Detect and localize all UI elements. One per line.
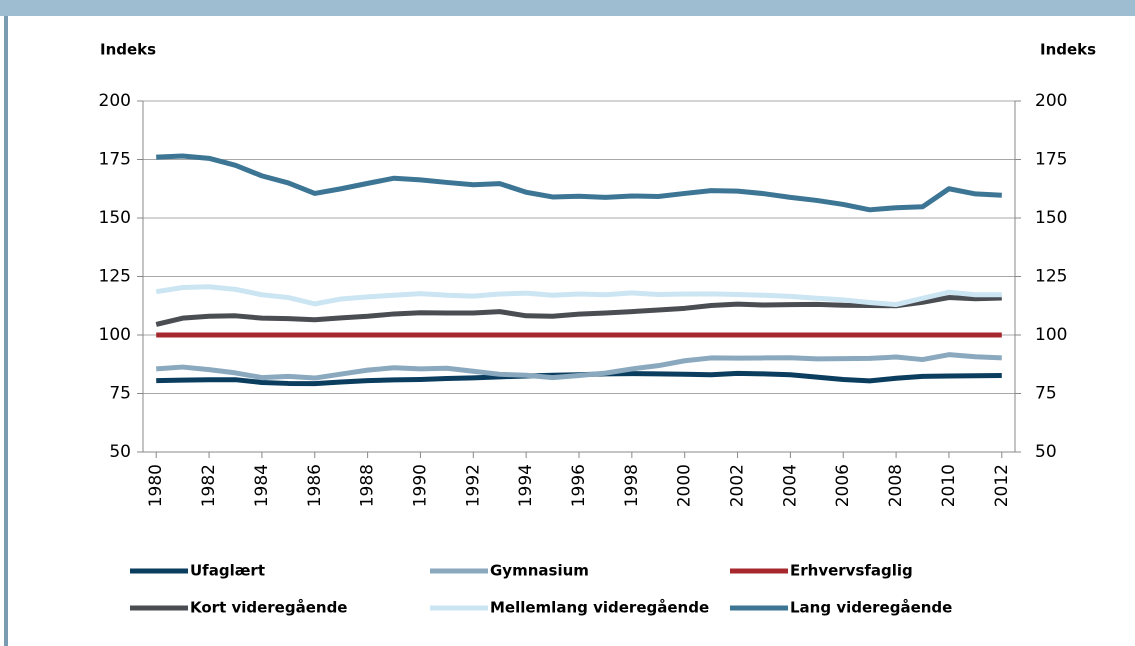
y-tick-label: 175 <box>99 150 131 170</box>
x-tick-label: 2004 <box>780 464 800 507</box>
y2-axis-label: Indeks <box>1040 41 1096 59</box>
x-tick-label: 2000 <box>675 464 695 507</box>
x-tick-label: 2006 <box>833 464 853 507</box>
x-tick-label: 1984 <box>252 464 272 507</box>
x-tick-label: 2002 <box>728 464 748 507</box>
legend-label: Mellemlang videregående <box>490 599 709 617</box>
side-stripe <box>4 16 8 646</box>
x-tick-label: 2012 <box>992 464 1012 507</box>
y-tick-label: 125 <box>99 267 131 287</box>
x-tick-label: 1994 <box>516 464 536 507</box>
legend-label: Kort videregående <box>190 599 347 617</box>
legend-label: Lang videregående <box>790 599 952 617</box>
header-band <box>0 0 1135 16</box>
y-axis-label: Indeks <box>100 41 156 59</box>
legend-label: Erhvervsfaglig <box>790 562 913 580</box>
series-line <box>155 284 1002 308</box>
x-tick-label: 1990 <box>410 464 430 507</box>
y-tick-label: 50 <box>109 442 131 462</box>
x-tick-label: 1980 <box>146 464 166 507</box>
series-line <box>156 153 1002 213</box>
y2-tick-label: 150 <box>1035 208 1067 228</box>
x-tick-label: 2010 <box>939 464 959 507</box>
x-tick-label: 1988 <box>358 464 378 507</box>
y2-tick-label: 200 <box>1035 91 1067 111</box>
y2-tick-label: 100 <box>1035 325 1067 345</box>
y-tick-label: 75 <box>109 384 131 404</box>
y-tick-label: 100 <box>99 325 131 345</box>
series-line <box>155 295 1002 327</box>
y2-tick-label: 125 <box>1035 267 1067 287</box>
legend-label: Ufaglært <box>190 562 265 580</box>
x-tick-label: 1998 <box>622 464 642 507</box>
y2-tick-label: 175 <box>1035 150 1067 170</box>
x-tick-label: 1992 <box>463 464 483 507</box>
legend-label: Gymnasium <box>490 562 589 580</box>
x-tick-label: 1996 <box>569 464 589 507</box>
y2-tick-label: 50 <box>1035 442 1057 462</box>
y-tick-label: 150 <box>99 208 131 228</box>
x-tick-label: 1982 <box>199 464 219 507</box>
series-line <box>156 352 1002 381</box>
y2-tick-label: 75 <box>1035 384 1057 404</box>
x-tick-label: 2008 <box>886 464 906 507</box>
x-tick-label: 1986 <box>305 464 325 507</box>
y-tick-label: 200 <box>99 91 131 111</box>
